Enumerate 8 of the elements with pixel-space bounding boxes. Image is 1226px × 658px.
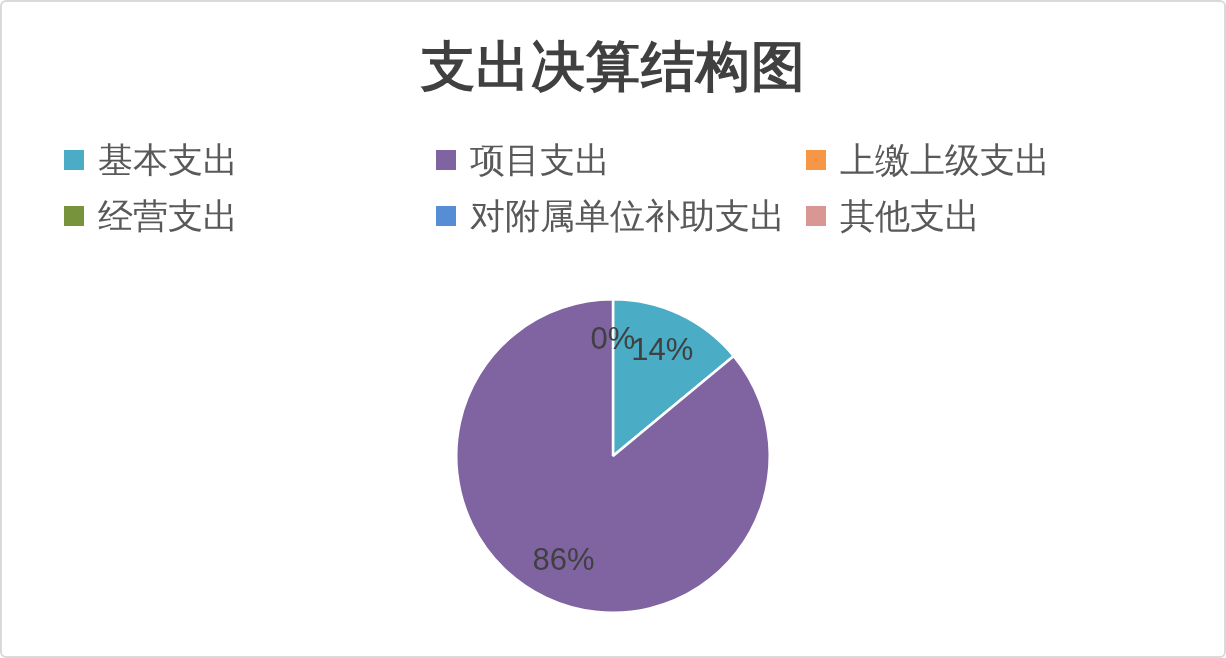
data-label: 86% bbox=[532, 541, 595, 577]
legend-label: 经营支出 bbox=[98, 195, 238, 237]
legend-label: 项目支出 bbox=[470, 139, 610, 181]
legend-label: 基本支出 bbox=[98, 139, 238, 181]
legend-label: 上缴上级支出 bbox=[840, 139, 1050, 181]
legend-label: 对附属单位补助支出 bbox=[470, 195, 785, 237]
chart-title: 支出决算结构图 bbox=[419, 36, 807, 99]
legend-label: 其他支出 bbox=[840, 195, 980, 237]
